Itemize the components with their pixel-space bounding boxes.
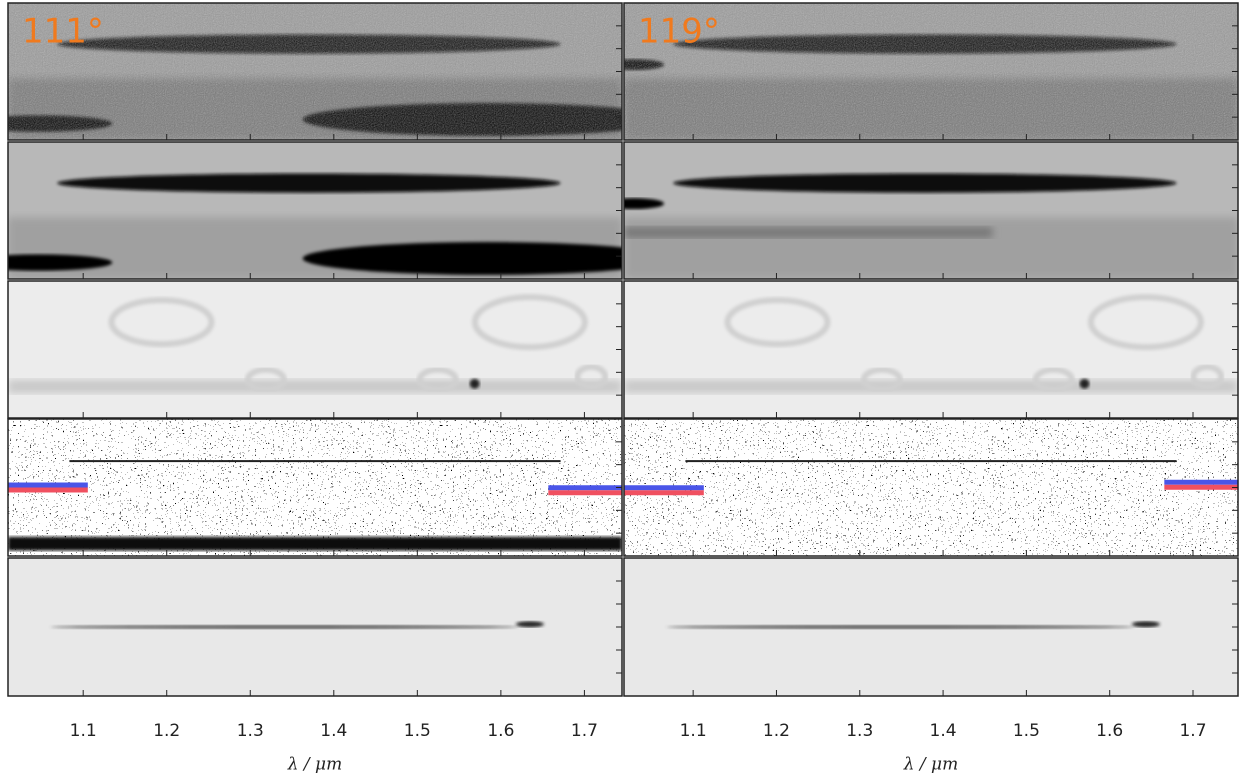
- texture: [244, 366, 287, 393]
- x-tick-label: 1.1: [70, 721, 97, 741]
- annotation: 111°: [22, 12, 104, 52]
- texture: [1164, 484, 1238, 490]
- texture: [724, 297, 831, 348]
- texture: [8, 419, 622, 556]
- texture: [685, 460, 1177, 463]
- texture: [69, 460, 561, 463]
- x-axis-label: λ / μm: [287, 755, 342, 775]
- x-tick-label: 1.6: [1096, 721, 1123, 741]
- x-tick-label: 1.3: [846, 721, 873, 741]
- texture: [471, 294, 588, 351]
- x-tick-label: 1.6: [487, 721, 514, 741]
- x-tick-label: 1.7: [571, 721, 598, 741]
- texture: [673, 173, 1177, 193]
- panel-image: [624, 419, 1238, 556]
- x-tick-label: 1.4: [320, 721, 347, 741]
- texture: [1190, 363, 1225, 390]
- texture: [624, 217, 1238, 279]
- texture: [1079, 378, 1090, 389]
- texture: [624, 485, 704, 491]
- panel-image: [8, 281, 622, 418]
- x-axis-label: λ / μm: [903, 755, 958, 775]
- texture: [8, 487, 88, 493]
- x-tick-label: 1.5: [1013, 721, 1040, 741]
- panel-image: [624, 3, 1238, 140]
- panel-image: [624, 142, 1238, 279]
- texture: [624, 419, 1238, 556]
- texture: [548, 490, 622, 496]
- panel-image: [8, 419, 622, 556]
- texture: [50, 625, 518, 629]
- x-tick-label: 1.1: [680, 721, 707, 741]
- texture: [1087, 294, 1204, 351]
- texture: [1131, 621, 1160, 628]
- x-tick-label: 1.4: [930, 721, 957, 741]
- texture: [624, 3, 1238, 140]
- x-tick-label: 1.2: [763, 721, 790, 741]
- x-tick-label: 1.2: [153, 721, 180, 741]
- texture: [515, 621, 544, 628]
- texture: [8, 482, 88, 488]
- panel-image: [8, 558, 622, 696]
- texture: [57, 173, 561, 193]
- texture: [8, 254, 113, 271]
- texture: [666, 625, 1134, 629]
- texture: [8, 3, 622, 140]
- texture: [1164, 479, 1238, 485]
- x-tick-label: 1.7: [1179, 721, 1206, 741]
- panel-image: [8, 3, 622, 140]
- panel-image: [624, 558, 1238, 696]
- texture: [8, 536, 622, 551]
- texture: [624, 198, 664, 210]
- texture: [860, 366, 903, 393]
- texture: [574, 363, 609, 390]
- x-tick-label: 1.3: [237, 721, 264, 741]
- texture: [548, 485, 622, 491]
- texture: [416, 366, 459, 393]
- texture: [624, 226, 993, 238]
- texture: [302, 242, 622, 275]
- panel-image: [8, 142, 622, 279]
- texture: [108, 297, 215, 348]
- texture: [469, 378, 480, 389]
- x-tick-label: 1.5: [404, 721, 431, 741]
- texture: [624, 379, 1238, 394]
- annotation: 119°: [638, 12, 720, 52]
- texture: [1032, 366, 1075, 393]
- panel-image: [624, 281, 1238, 418]
- texture: [8, 379, 622, 394]
- texture: [624, 490, 704, 496]
